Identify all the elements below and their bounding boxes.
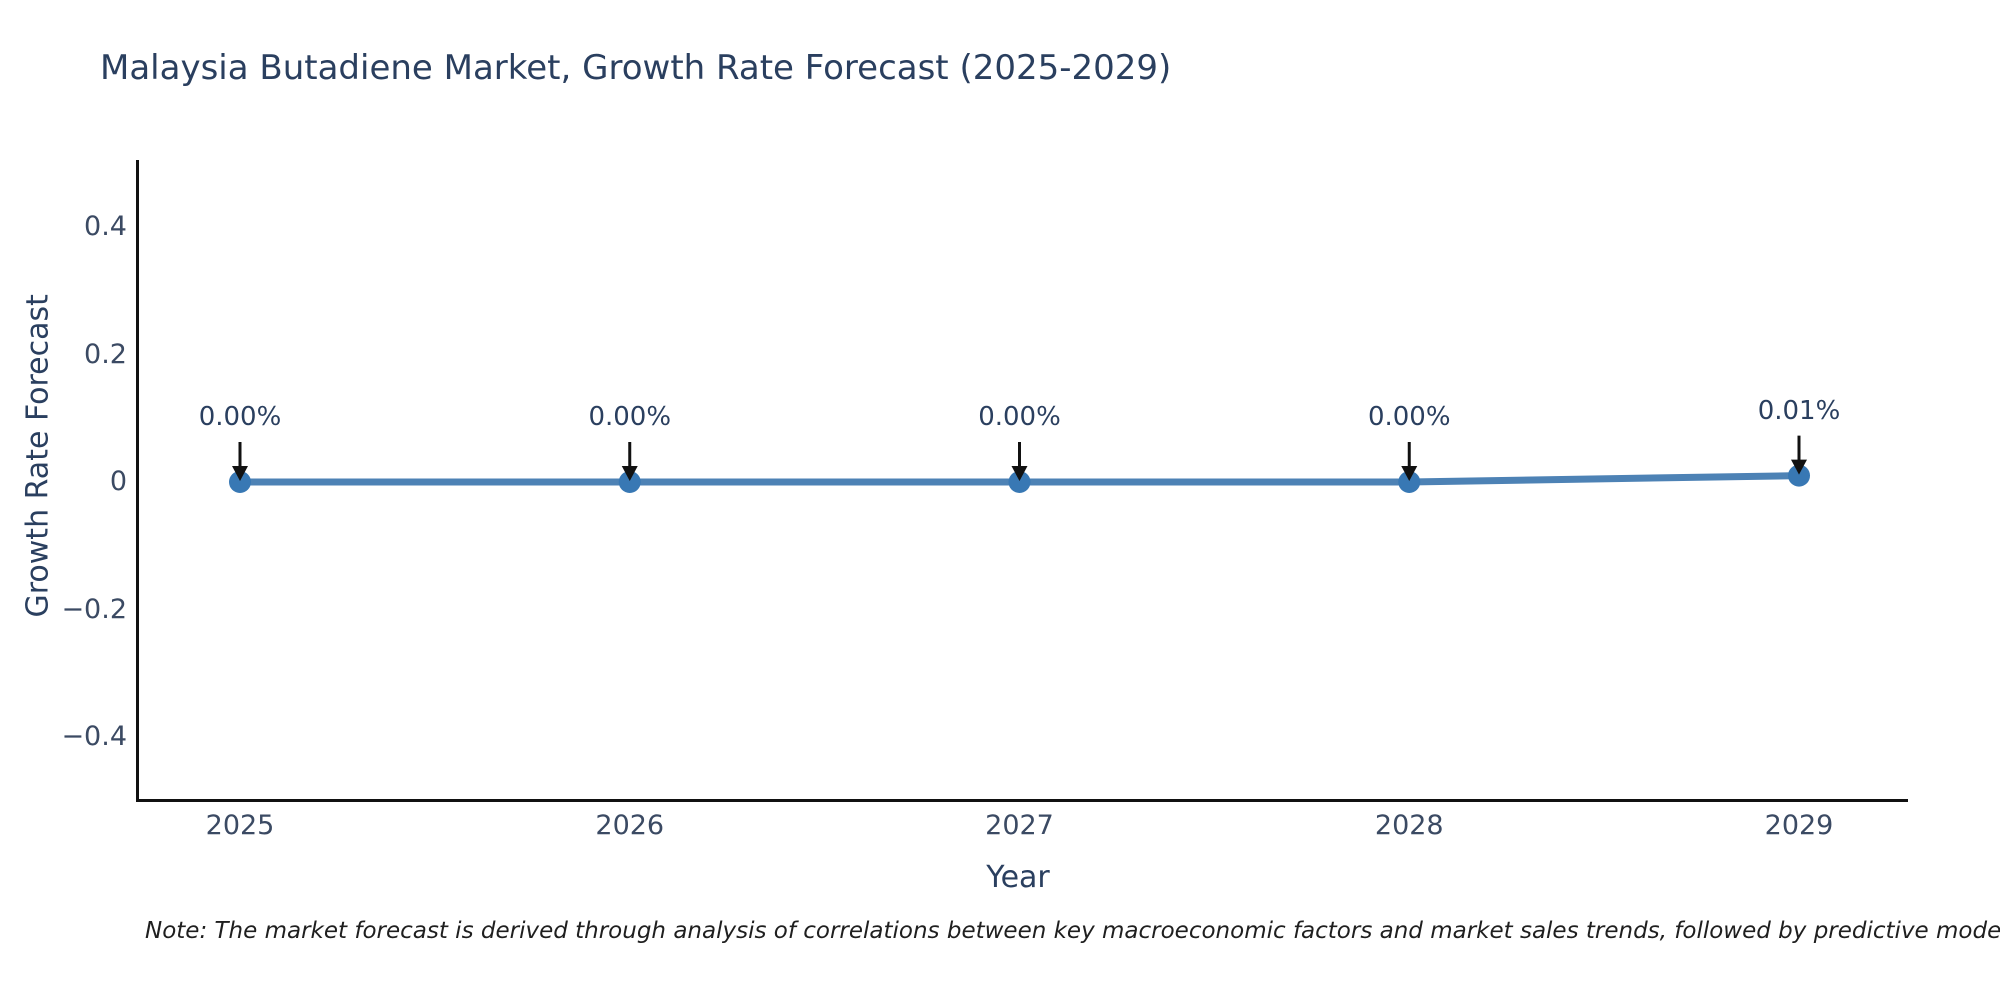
annotation-label: 0.01%	[1757, 395, 1841, 426]
data-point-marker	[1398, 471, 1421, 493]
annotation-arrow-head	[1401, 466, 1418, 481]
data-point-marker	[1788, 464, 1810, 487]
annotation-label: 0.00%	[978, 402, 1061, 432]
y-tick-label: 0.2	[84, 338, 127, 370]
x-tick-label: 2029	[1764, 810, 1834, 841]
page-title: Malaysia Butadiene Market, Growth Rate F…	[100, 48, 1172, 88]
x-tick-label: 2028	[1374, 810, 1444, 841]
annotation-arrow-head	[1011, 466, 1028, 481]
x-tick-label: 2025	[205, 810, 275, 841]
annotation-label: 0.00%	[198, 402, 282, 432]
annotation-arrow-head	[232, 466, 248, 481]
x-tick-label: 2027	[985, 810, 1054, 841]
y-tick-label: −0.4	[61, 721, 127, 752]
annotation-label: 0.00%	[1367, 402, 1451, 432]
data-point-marker	[229, 471, 251, 493]
annotation-arrow-head	[621, 466, 638, 481]
y-tick-label: 0	[109, 466, 127, 497]
y-tick-label: −0.2	[61, 593, 127, 625]
annotation-arrow-head	[1791, 459, 1807, 475]
annotation-label: 0.00%	[588, 402, 672, 432]
data-point-marker	[1008, 471, 1031, 493]
x-tick-label: 2026	[595, 810, 665, 841]
footnote: Note: The market forecast is derived thr…	[145, 918, 2000, 944]
x-axis-line	[136, 799, 1908, 802]
x-axis-title: Year	[986, 860, 1050, 895]
y-axis-line	[136, 160, 139, 802]
y-tick-label: 0.4	[84, 211, 127, 242]
data-point-marker	[618, 471, 641, 493]
